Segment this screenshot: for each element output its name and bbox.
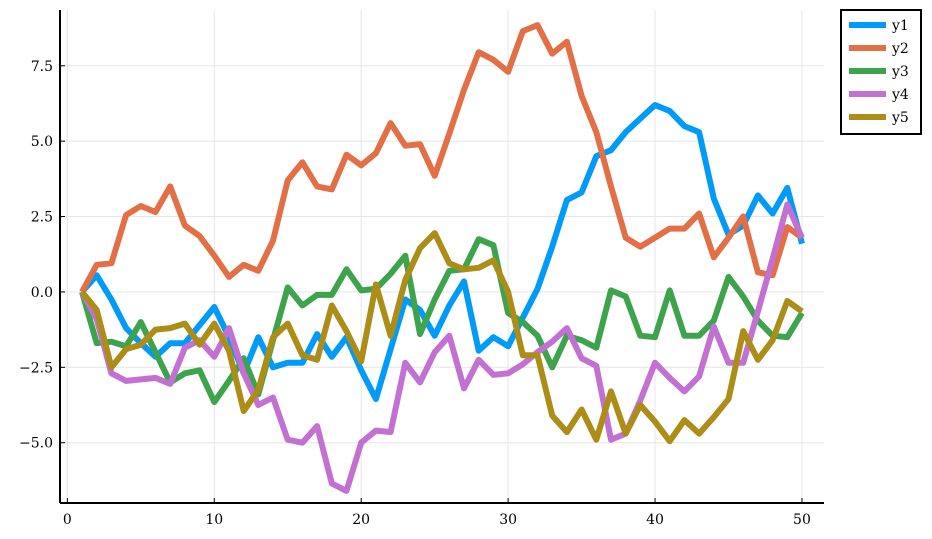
x-tick-label: 0 — [63, 512, 72, 528]
y-tick-label: 7.5 — [31, 59, 53, 75]
axes — [59, 10, 824, 504]
x-tick-label: 40 — [646, 512, 664, 528]
tick-labels: 0 10 20 30 40 50 −5.0 −2.5 0.0 2.5 5.0 7.5 — [19, 59, 811, 528]
series-line-y2 — [79, 22, 804, 294]
y-tick-label: 2.5 — [31, 210, 53, 226]
x-tick-label: 20 — [352, 512, 370, 528]
x-tick-label: 30 — [499, 512, 517, 528]
series-line-y5 — [79, 230, 804, 445]
series-line-y1 — [79, 102, 805, 402]
legend-label-y5: y5 — [891, 110, 909, 126]
legend: y1 y2 y3 y4 y5 — [840, 9, 922, 135]
legend-label-y4: y4 — [891, 87, 909, 103]
y-tick-label: −5.0 — [19, 436, 53, 452]
y-tick-label: 0.0 — [31, 285, 53, 301]
series-line-y3 — [79, 236, 805, 405]
x-tick-label: 10 — [205, 512, 223, 528]
legend-label-y1: y1 — [891, 18, 909, 34]
y-tick-label: 5.0 — [31, 134, 53, 150]
legend-label-y3: y3 — [891, 64, 909, 80]
legend-label-y2: y2 — [891, 41, 909, 57]
x-tick-label: 50 — [793, 512, 811, 528]
series-lines — [79, 22, 805, 494]
y-tick-label: −2.5 — [19, 360, 53, 376]
